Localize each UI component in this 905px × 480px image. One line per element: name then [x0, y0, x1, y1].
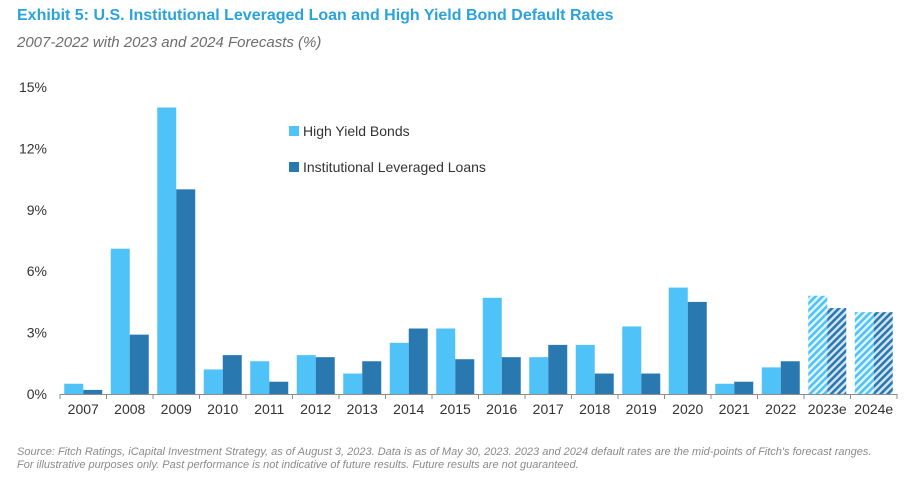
x-tick-label: 2009: [161, 401, 192, 417]
x-tick-label: 2022: [765, 401, 796, 417]
bar-leveraged-loans-2014: [408, 328, 428, 394]
x-tick-label: 2014: [393, 401, 424, 417]
bar-leveraged-loans-2023e: [827, 308, 847, 394]
bar-high-yield-2009: [157, 107, 177, 394]
bar-leveraged-loans-2019: [641, 373, 661, 394]
bar-leveraged-loans-2015: [455, 359, 475, 394]
bar-leveraged-loans-2022: [780, 361, 800, 394]
y-tick-label: 0%: [27, 386, 47, 402]
bar-high-yield-2012: [296, 355, 316, 394]
bar-leveraged-loans-2007: [83, 389, 103, 394]
bar-leveraged-loans-2013: [362, 361, 382, 394]
x-tick-label: 2008: [114, 401, 145, 417]
bar-leveraged-loans-2012: [315, 357, 335, 394]
x-tick-label: 2021: [719, 401, 750, 417]
legend-label: High Yield Bonds: [303, 123, 410, 139]
x-tick-label: 2013: [347, 401, 378, 417]
bar-high-yield-2017: [529, 357, 549, 394]
y-tick-label: 3%: [27, 325, 47, 341]
legend-label: Institutional Leveraged Loans: [303, 159, 486, 175]
bar-leveraged-loans-2011: [269, 381, 289, 394]
y-tick-label: 6%: [27, 263, 47, 279]
x-tick-label: 2011: [254, 401, 284, 417]
legend-swatch: [289, 126, 299, 136]
y-axis: 0% 3% 6% 9% 12% 15%: [19, 79, 47, 402]
bar-high-yield-2018: [575, 344, 595, 394]
bar-leveraged-loans-2016: [501, 357, 521, 394]
bar-high-yield-2024e: [854, 312, 874, 394]
bar-leveraged-loans-2018: [594, 373, 614, 394]
bar-high-yield-2016: [482, 297, 502, 394]
bar-high-yield-2023e: [808, 295, 828, 394]
bar-leveraged-loans-2008: [129, 334, 149, 394]
footnote: Source: Fitch Ratings, iCapital Investme…: [17, 446, 897, 472]
bar-high-yield-2019: [622, 326, 642, 394]
bar-high-yield-2015: [436, 328, 456, 394]
default-rates-bar-chart: 0%3%6%9%12%15% 2007 2008 2009 2010 2011 2012 2…: [19, 79, 898, 417]
legend-swatch: [289, 162, 299, 172]
bar-high-yield-2011: [250, 361, 270, 394]
bar-leveraged-loans-2017: [548, 344, 568, 394]
chart-subtitle: 2007-2022 with 2023 and 2024 Forecasts (…: [17, 34, 322, 51]
bar-high-yield-2008: [110, 248, 130, 394]
bar-leveraged-loans-2010: [222, 355, 242, 394]
footnote-source: Source: Fitch Ratings, iCapital Investme…: [17, 446, 872, 458]
legend: High Yield Bonds Institutional Leveraged …: [289, 123, 486, 175]
x-tick-label: 2020: [672, 401, 703, 417]
chart-title: Exhibit 5: U.S. Institutional Leveraged …: [17, 7, 614, 24]
x-tick-label: 2018: [579, 401, 610, 417]
y-tick-label: 9%: [27, 202, 47, 218]
x-tick-label: 2010: [207, 401, 238, 417]
bar-high-yield-2013: [343, 373, 363, 394]
bar-high-yield-2010: [203, 369, 223, 394]
bar-high-yield-2020: [668, 287, 688, 394]
bar-high-yield-2007: [64, 383, 84, 394]
bars: [64, 107, 893, 394]
footnote-disclaimer: For illustrative purposes only. Past per…: [17, 459, 579, 471]
x-tick-label: 2023e: [808, 401, 847, 417]
bar-leveraged-loans-2024e: [873, 312, 893, 394]
bar-leveraged-loans-2009: [176, 189, 196, 394]
x-axis: 2007 2008 2009 2010 2011 2012 2013 2014 2015 2016…: [59, 394, 898, 417]
x-tick-label: 2012: [300, 401, 331, 417]
x-tick-label: 2016: [486, 401, 517, 417]
bar-leveraged-loans-2020: [687, 301, 707, 394]
y-tick-label: 12%: [19, 140, 47, 156]
bar-leveraged-loans-2021: [734, 381, 754, 394]
x-tick-label: 2017: [533, 401, 564, 417]
x-tick-label: 2024e: [854, 401, 893, 417]
x-tick-label: 2015: [440, 401, 471, 417]
bar-high-yield-2021: [715, 383, 735, 394]
bar-high-yield-2014: [389, 342, 409, 394]
x-tick-label: 2019: [626, 401, 657, 417]
y-tick-label: 15%: [19, 79, 47, 95]
bar-high-yield-2022: [761, 367, 781, 394]
x-tick-label: 2007: [68, 401, 99, 417]
